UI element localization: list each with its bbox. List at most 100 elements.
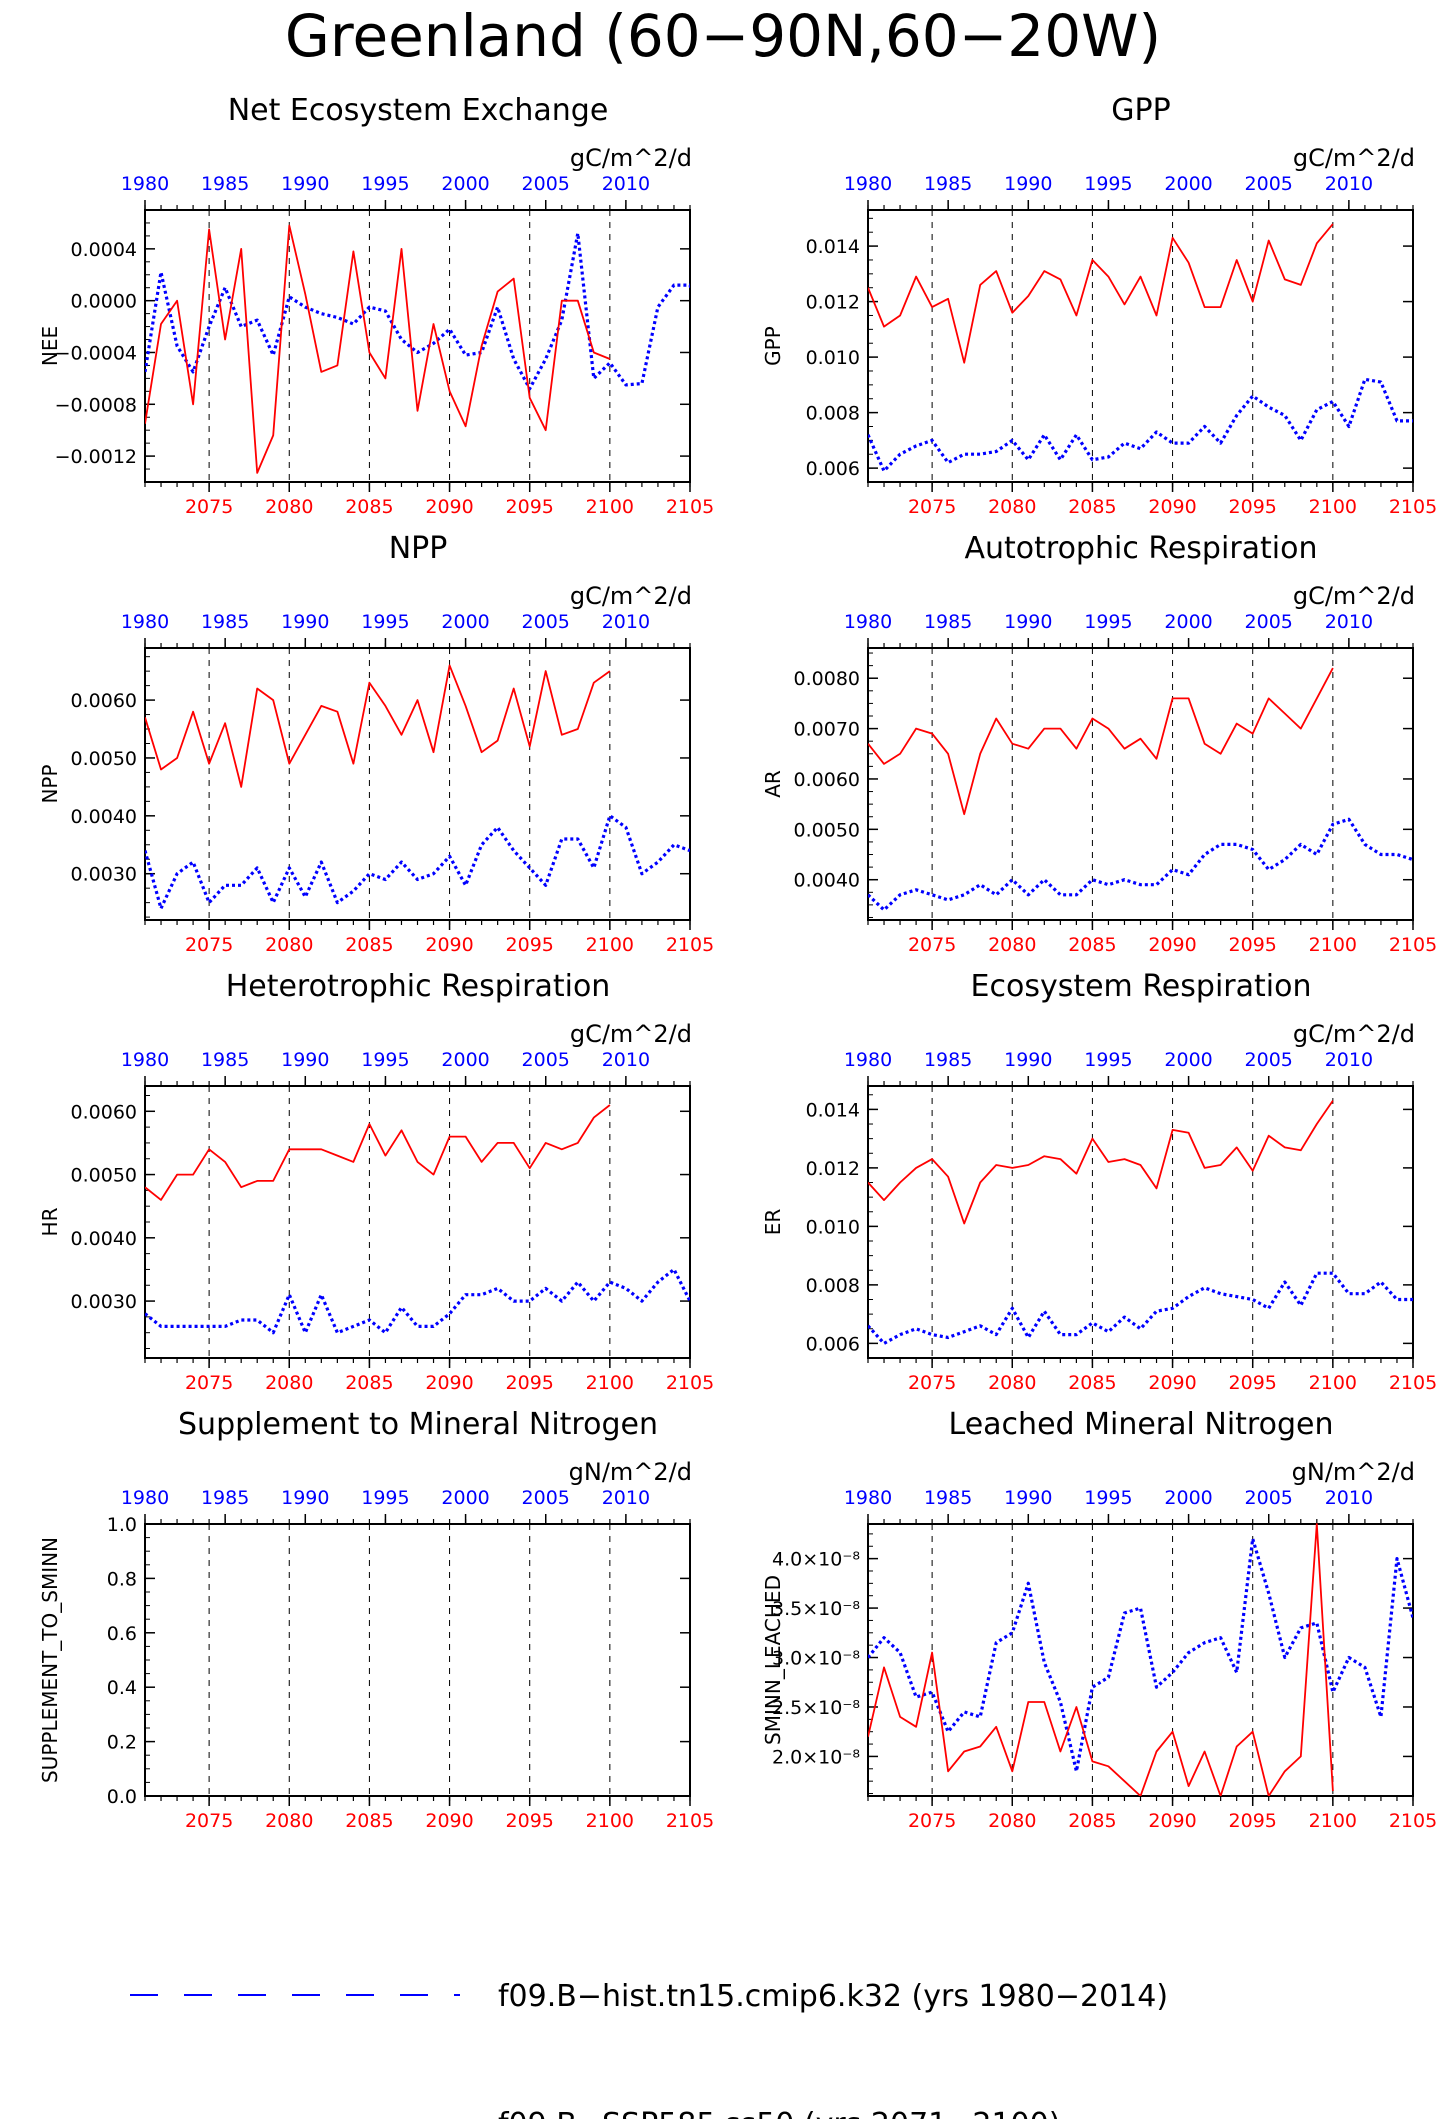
y-tick-label: 0.0040 [71,1228,137,1250]
panel-autotrophic-respiration: Autotrophic Respiration gC/m^2/d 2075 2080 2… [723,528,1446,968]
x-top-tick-label: 1985 [201,1487,249,1509]
y-tick-label: 0.008 [806,403,860,425]
plot-frame [144,1085,691,1359]
x-top-tick-label: 1990 [281,1487,329,1509]
y-tick-label: 0.012 [806,1158,860,1180]
y-axis-label: GPP [761,326,785,366]
y-axis-label: HR [38,1207,62,1236]
series-line-hist [145,1267,690,1335]
plot-frame [867,1085,1414,1359]
y-tick-label: 2.0×10⁻⁸ [772,1746,860,1768]
y-axis-label: NEE [38,326,62,366]
plot-frame [144,1523,691,1797]
x-bottom-tick-label: 2090 [1148,496,1196,518]
y-tick-label: 0.0050 [71,748,137,770]
units-label: gN/m^2/d [1292,1458,1415,1486]
chart-title: Heterotrophic Respiration [226,969,611,1004]
x-top-tick-label: 1995 [361,1487,409,1509]
x-top-tick-label: 1985 [924,611,972,633]
x-top-tick-label: 2005 [1245,173,1293,195]
series-line-ssp [868,1100,1334,1225]
y-tick-label: 0.2 [107,1732,137,1754]
legend-graphic: f09.B−hist.tn15.cmip6.k32 (yrs 1980−2014… [130,1979,1168,2119]
x-top-tick-label: 2010 [1325,173,1373,195]
y-axis-label: SMINN_LEACHED [761,1575,785,1745]
x-bottom-tick-label: 2090 [425,1372,473,1394]
y-tick-label: 0.0050 [71,1165,137,1187]
x-top-tick-label: 1985 [924,1487,972,1509]
x-top-tick-label: 1985 [201,173,249,195]
x-bottom-tick-label: 2075 [908,1372,956,1394]
y-tick-label: −0.0004 [55,342,137,364]
x-top-tick-label: 2005 [1245,1049,1293,1071]
x-bottom-tick-label: 2085 [1068,934,1116,956]
series-line-hist [868,1271,1413,1345]
y-tick-label: 0.006 [806,458,860,480]
x-bottom-tick-label: 2080 [988,934,1036,956]
series-line-hist [145,231,690,391]
x-bottom-tick-label: 2080 [265,934,313,956]
y-tick-label: 3.0×10⁻⁸ [772,1648,860,1670]
x-bottom-tick-label: 2080 [265,1372,313,1394]
y-tick-label: 3.5×10⁻⁸ [772,1598,860,1620]
chart-heterotrophic-respiration: Heterotrophic Respiration gC/m^2/d 2075 208… [38,969,714,1394]
series-line-ssp [145,664,611,788]
chart-gpp: GPP gC/m^2/d 2075 2080 2085 2090 2095 2100 2105 1… [761,93,1437,518]
x-top-tick-label: 2010 [602,1487,650,1509]
y-tick-label: −0.0012 [55,446,137,468]
x-top-tick-label: 1980 [844,1487,892,1509]
x-top-tick-label: 1980 [121,173,169,195]
x-bottom-tick-label: 2080 [988,1372,1036,1394]
x-top-tick-label: 1985 [201,611,249,633]
x-bottom-tick-label: 2100 [586,1810,634,1832]
x-top-tick-label: 1985 [201,1049,249,1071]
series-line-ssp [145,224,611,474]
x-bottom-tick-label: 2100 [586,934,634,956]
x-bottom-tick-label: 2075 [185,1372,233,1394]
units-label: gC/m^2/d [570,582,692,610]
panel-heterotrophic-respiration: Heterotrophic Respiration gC/m^2/d 2075 208… [0,966,723,1406]
x-bottom-tick-label: 2095 [1229,496,1277,518]
chart-title: NPP [389,531,448,566]
x-bottom-tick-label: 2085 [1068,496,1116,518]
x-bottom-tick-label: 2105 [1389,496,1437,518]
x-top-tick-label: 1990 [1004,611,1052,633]
y-tick-label: 0.014 [806,1099,860,1121]
y-tick-label: 0.6 [107,1623,137,1645]
chart-title: Net Ecosystem Exchange [228,93,609,128]
x-top-tick-label: 2005 [522,611,570,633]
x-top-tick-label: 2010 [1325,1049,1373,1071]
x-top-tick-label: 1990 [281,1049,329,1071]
y-axis-label: ER [761,1209,785,1236]
chart-autotrophic-respiration: Autotrophic Respiration gC/m^2/d 2075 2080 2… [761,531,1437,956]
y-tick-label: 0.008 [806,1275,860,1297]
panel-ecosystem-respiration: Ecosystem Respiration gC/m^2/d 2075 2080 208… [723,966,1446,1406]
chart-leached-mineral-nitrogen: Leached Mineral Nitrogen gN/m^2/d 2075 2080… [761,1407,1437,1832]
y-tick-label: 0.010 [806,1216,860,1238]
x-top-tick-label: 2005 [1245,1487,1293,1509]
x-top-tick-label: 2000 [441,1049,489,1071]
y-tick-label: 0.010 [806,347,860,369]
x-bottom-tick-label: 2075 [908,496,956,518]
x-bottom-tick-label: 2090 [425,934,473,956]
panel-supplement-to-mineral-nitrogen: Supplement to Mineral Nitrogen gN/m^2/d 20… [0,1404,723,1844]
x-top-tick-label: 2000 [441,173,489,195]
x-bottom-tick-label: 2085 [345,496,393,518]
x-top-tick-label: 1995 [1084,611,1132,633]
x-bottom-tick-label: 2085 [1068,1810,1116,1832]
series-line-ssp [145,1104,611,1201]
y-tick-label: 2.5×10⁻⁸ [772,1697,860,1719]
x-bottom-tick-label: 2080 [988,1810,1036,1832]
series-line-hist [868,1537,1413,1773]
x-top-tick-label: 1985 [924,1049,972,1071]
legend: f09.B−hist.tn15.cmip6.k32 (yrs 1980−2014… [0,1930,1446,2119]
x-top-tick-label: 1980 [121,1049,169,1071]
x-bottom-tick-label: 2075 [908,934,956,956]
x-top-tick-label: 1990 [1004,1487,1052,1509]
x-top-tick-label: 2005 [522,173,570,195]
x-top-tick-label: 1980 [844,1049,892,1071]
x-bottom-tick-label: 2090 [1148,1372,1196,1394]
x-bottom-tick-label: 2100 [586,1372,634,1394]
units-label: gN/m^2/d [569,1458,692,1486]
chart-npp: NPP gC/m^2/d 2075 2080 2085 2090 2095 2100 2105 1… [38,531,714,956]
